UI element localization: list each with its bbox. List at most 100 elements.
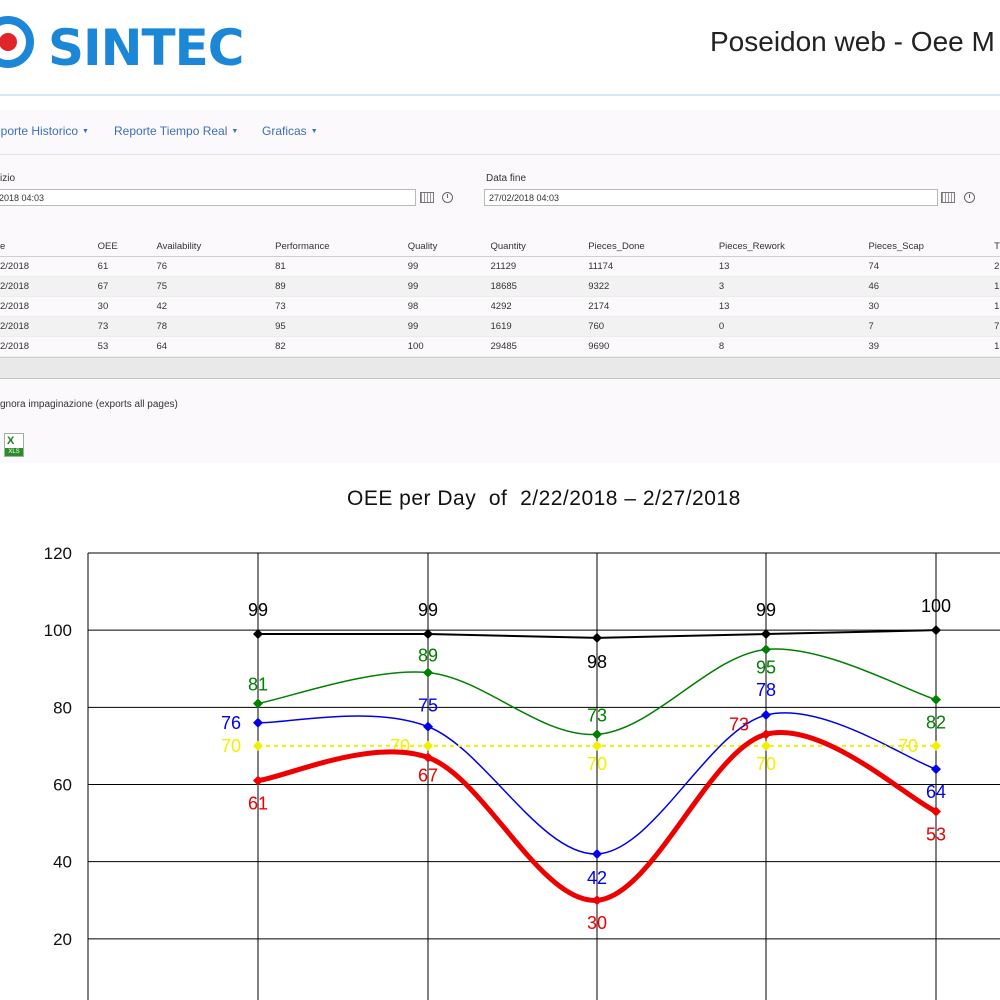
oee-line-chart: 20 40 60 80 100 120 99 99 98 99 100 81 89 73 95 82 76 75 4… <box>44 544 1000 1000</box>
clock-icon[interactable] <box>442 192 453 203</box>
oee-data-table: e OEE Availability Performance Quality Q… <box>0 237 1000 357</box>
table-cell: 1619 <box>490 316 589 337</box>
oee-data-label: 61 <box>248 794 268 814</box>
table-cell: 67 <box>97 276 157 297</box>
y-tick-label: 60 <box>53 775 72 794</box>
table-cell: 2/2018 <box>0 336 98 357</box>
table-row[interactable]: 2/2018 67 75 89 99 18685 9322 3 46 1 <box>0 276 1000 297</box>
performance-data-label: 89 <box>418 646 438 666</box>
table-cell: 2 <box>994 256 1000 277</box>
table-row[interactable]: 2/2018 61 76 81 99 21129 11174 13 74 2 <box>0 256 1000 277</box>
y-tick-label: 100 <box>44 621 72 640</box>
chart-title: OEE per Day of 2/22/2018 – 2/27/2018 <box>347 487 741 510</box>
y-tick-label: 40 <box>53 853 72 872</box>
column-header[interactable]: Pieces_Rework <box>718 237 869 257</box>
target-data-label: 70 <box>756 754 776 774</box>
table-cell: 2/2018 <box>0 256 98 277</box>
target-data-label: 70 <box>221 736 241 756</box>
table-cell: 82 <box>275 336 408 357</box>
table-cell: 0 <box>718 316 869 337</box>
quality-data-label: 99 <box>418 600 438 620</box>
table-cell: 2/2018 <box>0 316 98 337</box>
start-date-label: izio <box>0 173 16 184</box>
menu-graficas[interactable]: Graficas ▼ <box>262 124 318 138</box>
horizontal-scrollbar[interactable] <box>0 357 1000 379</box>
table-cell: 18685 <box>490 276 589 297</box>
target-data-label: 70 <box>587 754 607 774</box>
menu-label: Graficas <box>262 124 307 138</box>
table-cell: 21129 <box>490 256 589 277</box>
availability-data-label: 75 <box>418 696 438 716</box>
table-cell: 2/2018 <box>0 276 98 297</box>
table-cell: 39 <box>868 336 995 357</box>
app-title: Poseidon web - Oee M <box>710 26 995 57</box>
target-data-point <box>253 740 263 751</box>
caret-down-icon: ▼ <box>82 128 89 136</box>
menu-reporte-historico[interactable]: eporte Historico ▼ <box>0 124 89 138</box>
quality-data-label: 98 <box>587 652 607 672</box>
oee-data-label: 67 <box>418 765 438 785</box>
menu-label: Reporte Tiempo Real <box>114 124 228 138</box>
quality-data-label: 99 <box>248 600 268 620</box>
availability-data-label: 64 <box>926 782 946 802</box>
menu-reporte-tiempo-real[interactable]: Reporte Tiempo Real ▼ <box>114 124 238 138</box>
caret-down-icon: ▼ <box>310 128 318 136</box>
performance-data-label: 95 <box>756 657 776 677</box>
performance-data-point <box>423 667 433 678</box>
table-cell: 760 <box>588 316 719 337</box>
table-cell: 11174 <box>588 256 719 277</box>
start-date-input[interactable]: 2018 04:03 <box>0 189 416 206</box>
column-header[interactable]: Pieces_Done <box>588 237 719 257</box>
column-header[interactable]: Performance <box>275 237 408 257</box>
table-cell: 74 <box>868 256 995 277</box>
table-cell: 4292 <box>490 296 589 317</box>
table-cell: 99 <box>407 276 491 297</box>
target-data-label: 70 <box>898 736 918 756</box>
column-header[interactable]: Pieces_Scap <box>868 237 995 257</box>
brand-name: SINTEC <box>48 19 244 77</box>
table-cell: 64 <box>156 336 276 357</box>
quality-data-label: 100 <box>921 596 951 616</box>
caret-down-icon: ▼ <box>231 128 239 136</box>
performance-data-point <box>253 698 263 709</box>
column-header[interactable]: e <box>0 237 98 257</box>
column-header[interactable]: OEE <box>97 237 157 257</box>
table-cell: 13 <box>718 296 869 317</box>
clock-icon[interactable] <box>964 192 975 203</box>
y-tick-label: 20 <box>53 930 72 949</box>
performance-data-label: 73 <box>587 705 607 725</box>
table-row[interactable]: 2/2018 30 42 73 98 4292 2174 13 30 1 <box>0 296 1000 317</box>
table-row[interactable]: 2/2018 53 64 82 100 29485 9690 8 39 1 <box>0 336 1000 357</box>
y-tick-label: 120 <box>44 544 72 563</box>
end-date-input[interactable]: 27/02/2018 04:03 <box>484 189 938 206</box>
quality-data-label: 99 <box>756 600 776 620</box>
table-cell: 2/2018 <box>0 296 98 317</box>
export-option-label: gnora impaginazione (exports all pages) <box>0 399 178 410</box>
end-date-label: Data fine <box>486 173 527 184</box>
calendar-icon[interactable] <box>420 192 434 203</box>
table-cell: 99 <box>407 316 491 337</box>
quality-data-point <box>761 629 771 640</box>
table-cell: 13 <box>718 256 869 277</box>
quality-data-point <box>253 629 263 640</box>
performance-data-label: 82 <box>926 713 946 733</box>
xls-export-icon[interactable]: X XLS <box>4 433 24 457</box>
quality-data-point <box>592 632 602 643</box>
target-data-point <box>423 740 433 751</box>
calendar-icon[interactable] <box>941 192 955 203</box>
performance-data-label: 81 <box>248 674 268 694</box>
performance-data-point <box>592 729 602 740</box>
table-cell: 1 <box>994 276 1000 297</box>
table-row[interactable]: 2/2018 73 78 95 99 1619 760 0 7 7 <box>0 316 1000 337</box>
column-header[interactable]: T <box>994 237 1000 257</box>
oee-data-point <box>931 806 941 817</box>
oee-data-label: 53 <box>926 825 946 845</box>
table-cell: 73 <box>97 316 157 337</box>
column-header[interactable]: Quantity <box>490 237 589 257</box>
column-header[interactable]: Availability <box>156 237 276 257</box>
logo-mark-icon <box>0 16 34 68</box>
column-header[interactable]: Quality <box>407 237 491 257</box>
menu-label: eporte Historico <box>0 124 79 138</box>
table-cell: 78 <box>156 316 276 337</box>
y-tick-label: 80 <box>53 698 72 717</box>
